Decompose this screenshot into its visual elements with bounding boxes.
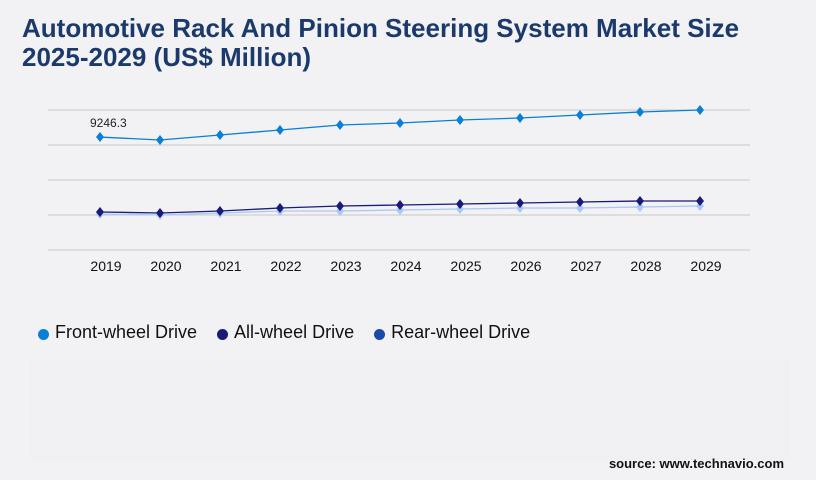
x-tick-label: 2027 bbox=[570, 258, 601, 274]
x-tick-label: 2022 bbox=[270, 258, 301, 274]
legend-marker-icon bbox=[217, 329, 229, 340]
data-point bbox=[576, 203, 584, 213]
data-point bbox=[696, 196, 704, 206]
legend-label: Front-wheel Drive bbox=[55, 322, 198, 342]
x-tick-label: 2020 bbox=[150, 258, 181, 274]
line-chart: 2019 2020 2021 2022 2023 2024 2025 2026 2027 2028… bbox=[48, 105, 750, 274]
data-point bbox=[96, 206, 104, 217]
data-point bbox=[216, 129, 224, 140]
data-point bbox=[336, 200, 344, 211]
data-point bbox=[456, 204, 464, 215]
x-tick-label: 2024 bbox=[390, 258, 421, 274]
data-point bbox=[516, 197, 524, 208]
data-point bbox=[456, 114, 464, 125]
data-point bbox=[96, 132, 104, 143]
legend-label: All-wheel Drive bbox=[234, 322, 355, 342]
source-text: source: www.technavio.com bbox=[608, 456, 784, 471]
legend-label: Rear-wheel Drive bbox=[391, 322, 531, 342]
background-panel bbox=[30, 360, 790, 460]
x-tick-label: 2019 bbox=[90, 258, 121, 274]
data-point bbox=[216, 205, 224, 216]
data-point bbox=[276, 203, 284, 213]
x-tick-label: 2025 bbox=[450, 258, 481, 274]
data-label: 9246.3 bbox=[90, 116, 127, 130]
data-point bbox=[396, 205, 404, 216]
legend-item: Front-wheel Drive bbox=[38, 322, 197, 343]
data-point bbox=[636, 196, 644, 206]
data-point bbox=[336, 119, 344, 130]
data-point bbox=[276, 124, 284, 135]
data-point bbox=[456, 198, 464, 209]
legend-item: Rear-wheel Drive bbox=[374, 322, 530, 343]
data-point bbox=[636, 106, 644, 117]
legend: Front-wheel Drive All-wheel Drive Rear-whe… bbox=[38, 322, 530, 343]
x-tick-label: 2023 bbox=[330, 258, 361, 274]
x-tick-label: 2026 bbox=[510, 258, 541, 274]
legend-marker-icon bbox=[38, 329, 49, 340]
data-point bbox=[396, 199, 404, 210]
data-point bbox=[636, 201, 644, 212]
data-point bbox=[696, 105, 704, 115]
legend-marker-icon bbox=[374, 329, 386, 340]
x-tick-label: 2028 bbox=[630, 258, 661, 274]
data-point bbox=[156, 207, 164, 218]
x-tick-label: 2029 bbox=[690, 258, 721, 274]
legend-item: All-wheel Drive bbox=[217, 322, 354, 343]
data-point bbox=[396, 117, 404, 128]
data-point bbox=[576, 109, 584, 120]
data-point bbox=[516, 203, 524, 213]
data-point bbox=[516, 112, 524, 123]
chart-title: Automotive Rack And Pinion Steering Syst… bbox=[22, 13, 740, 72]
x-tick-label: 2021 bbox=[210, 258, 241, 274]
data-point bbox=[156, 134, 164, 145]
data-point bbox=[576, 197, 584, 208]
